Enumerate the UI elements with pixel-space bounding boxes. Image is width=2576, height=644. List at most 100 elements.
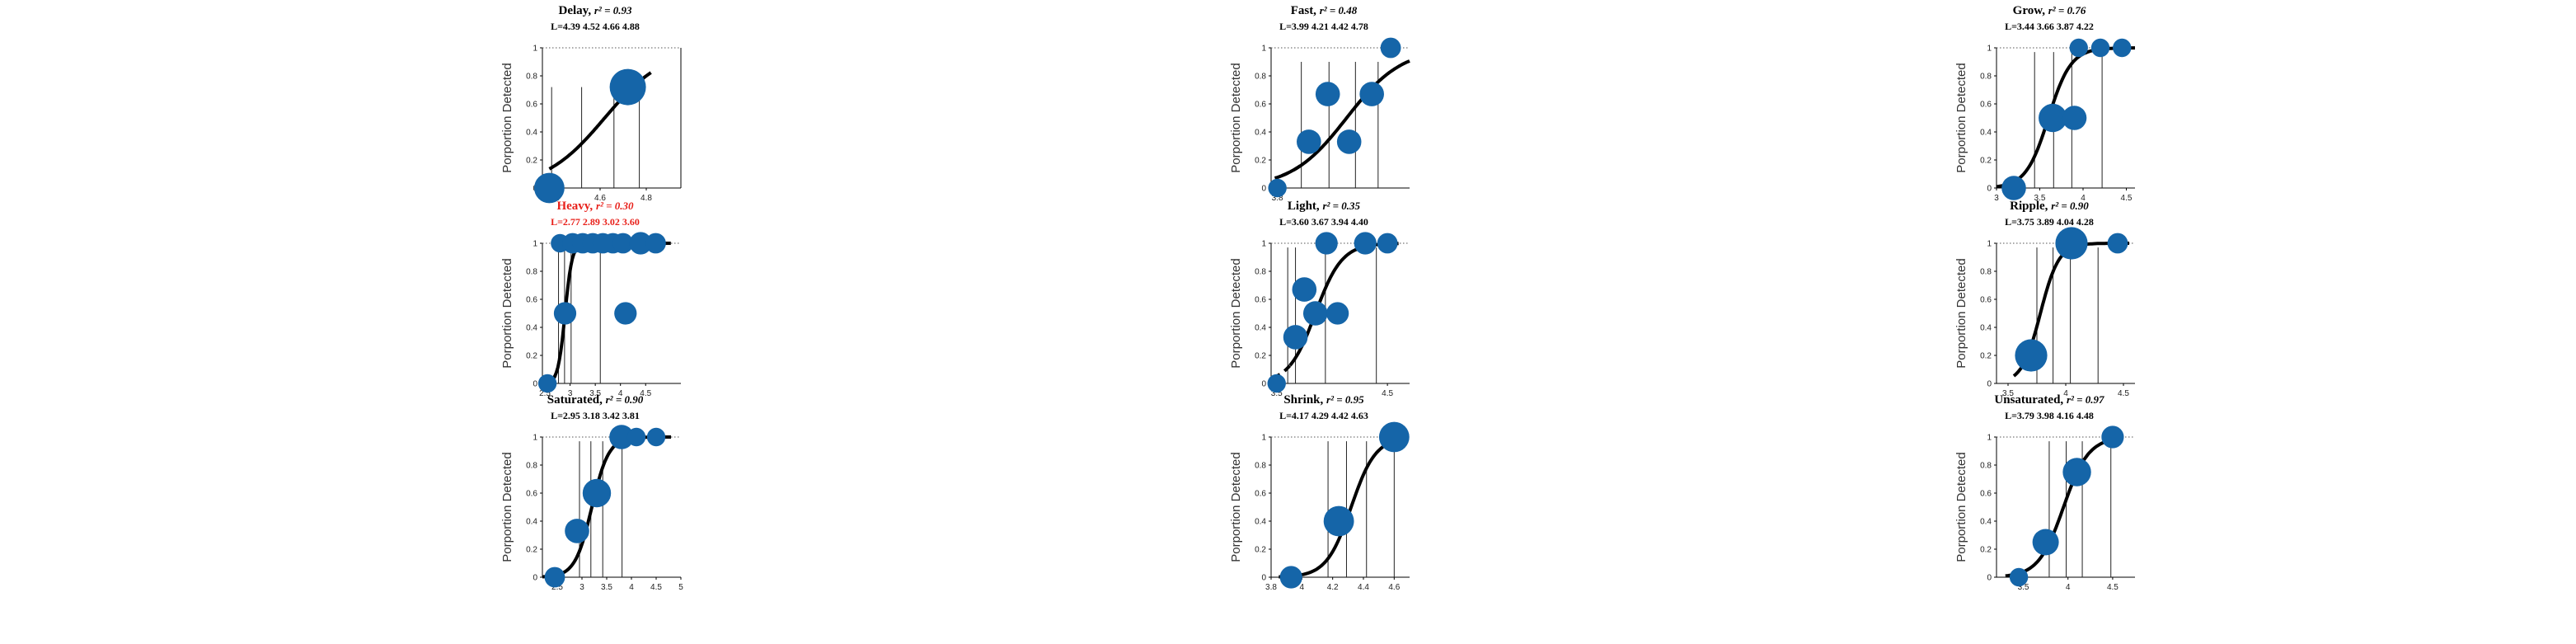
data-point — [2032, 529, 2059, 556]
y-axis-label: Porportion Detected — [500, 452, 514, 562]
x-tick-label: 4.5 — [2118, 389, 2129, 398]
data-point — [1336, 129, 1362, 154]
chart-title-name: Ripple, — [2010, 200, 2051, 213]
chart-panel: Light, r² = 0.35 L=3.60 3.67 3.94 4.40 Por… — [1229, 200, 1410, 398]
y-axis-label: Porportion Detected — [1229, 258, 1243, 368]
y-tick-label: 0.8 — [1255, 73, 1266, 82]
y-tick-label: 0.8 — [1255, 268, 1266, 277]
data-point — [2113, 38, 2132, 58]
y-tick-label: 0 — [1261, 380, 1266, 389]
data-point — [582, 478, 612, 508]
y-tick-label: 0.4 — [1255, 324, 1266, 333]
y-tick-label: 1 — [533, 240, 537, 249]
data-point — [614, 302, 637, 325]
data-point — [1326, 302, 1349, 325]
y-tick-label: 0.6 — [1255, 101, 1266, 110]
x-tick-label: 4.5 — [2121, 194, 2133, 203]
y-tick-label: 0.6 — [1255, 490, 1266, 499]
x-tick-label: 4 — [1300, 583, 1305, 592]
x-tick-label: 3.5 — [589, 389, 601, 398]
data-point — [1354, 232, 1377, 255]
x-tick-label: 3 — [579, 583, 584, 592]
chart-title-r2: r² = 0.95 — [1326, 393, 1364, 406]
x-tick-label: 3.5 — [2034, 194, 2046, 203]
x-tick-label: 3.8 — [1265, 583, 1277, 592]
chart-title: Fast, r² = 0.48 — [1291, 4, 1358, 17]
data-point — [645, 233, 666, 254]
y-tick-label: 0 — [533, 380, 537, 389]
chart-title: Unsaturated, r² = 0.97 — [1994, 393, 2104, 407]
chart-title-name: Fast, — [1291, 4, 1320, 17]
y-tick-label: 0 — [1987, 574, 1992, 583]
fit-curve — [2005, 436, 2122, 578]
chart-title-r2: r² = 0.48 — [1320, 4, 1358, 16]
data-point — [2107, 233, 2128, 254]
y-tick-label: 1 — [1987, 240, 1992, 249]
y-tick-label: 1 — [1987, 45, 1992, 54]
y-tick-label: 0.2 — [526, 352, 537, 361]
data-point — [2055, 227, 2088, 260]
threshold-values: L=2.95 3.18 3.42 3.81 — [551, 410, 640, 421]
x-tick-label: 4 — [618, 389, 623, 398]
y-tick-label: 0.8 — [1980, 268, 1992, 277]
chart-title: Grow, r² = 0.76 — [2013, 4, 2086, 17]
x-tick-label: 4 — [2063, 389, 2068, 398]
y-tick-label: 0.8 — [526, 73, 537, 82]
y-tick-label: 1 — [533, 434, 537, 443]
x-tick-label: 4.6 — [1388, 583, 1400, 592]
x-tick-label: 2.5 — [539, 389, 551, 398]
y-axis-label: Porportion Detected — [500, 63, 514, 172]
y-tick-label: 0 — [1261, 574, 1266, 583]
y-tick-label: 0.6 — [1255, 296, 1266, 305]
y-tick-label: 0.6 — [526, 490, 537, 499]
chart-title: Ripple, r² = 0.90 — [2010, 200, 2089, 213]
data-point — [1279, 566, 1302, 589]
y-tick-label: 0.6 — [526, 101, 537, 110]
x-tick-label: 4.6 — [594, 194, 606, 203]
y-tick-label: 0.8 — [1980, 73, 1992, 82]
data-point — [1302, 301, 1328, 326]
x-tick-label: 4 — [629, 583, 634, 592]
data-point — [1315, 232, 1338, 255]
y-tick-label: 0 — [1261, 185, 1266, 194]
chart-title-name: Light, — [1288, 200, 1323, 213]
chart-title-r2: r² = 0.76 — [2048, 4, 2086, 16]
data-point — [1283, 325, 1308, 350]
x-tick-label: 3.5 — [1271, 389, 1283, 398]
data-point — [629, 232, 652, 255]
y-axis-label: Porportion Detected — [1954, 452, 1968, 562]
data-point — [2101, 425, 2124, 449]
y-tick-label: 1 — [1987, 434, 1992, 443]
fit-curve-extrapolation — [1274, 164, 1302, 180]
chart-title: Saturated, r² = 0.90 — [547, 393, 644, 407]
y-axis-label: Porportion Detected — [1954, 258, 1968, 368]
x-tick-label: 3 — [1994, 194, 1999, 203]
chart-title-name: Shrink, — [1283, 393, 1326, 407]
x-tick-label: 4 — [2081, 194, 2086, 203]
chart-title-name: Saturated, — [547, 393, 606, 407]
y-tick-label: 0 — [1987, 185, 1992, 194]
data-point — [1292, 277, 1317, 302]
x-tick-label: 4.5 — [650, 583, 662, 592]
data-point — [609, 68, 646, 106]
y-tick-label: 0.6 — [1980, 490, 1992, 499]
chart-panel: Fast, r² = 0.48 L=3.99 4.21 4.42 4.78 Porp… — [1229, 4, 1410, 203]
data-point — [2062, 106, 2087, 130]
data-point — [1378, 421, 1410, 453]
y-tick-label: 1 — [1261, 240, 1266, 249]
y-axis-label: Porportion Detected — [1229, 63, 1243, 172]
x-tick-label: 4.2 — [1327, 583, 1339, 592]
data-point — [544, 566, 565, 588]
chart-title: Light, r² = 0.35 — [1288, 200, 1361, 213]
threshold-values: L=4.39 4.52 4.66 4.88 — [551, 21, 640, 32]
x-tick-label: 5 — [678, 583, 683, 592]
threshold-values: L=4.17 4.29 4.42 4.63 — [1279, 410, 1368, 421]
y-tick-label: 0.2 — [1255, 157, 1266, 166]
y-tick-label: 0.8 — [1980, 462, 1992, 471]
y-tick-label: 0.6 — [526, 296, 537, 305]
y-tick-label: 0.2 — [1980, 157, 1992, 166]
data-point — [646, 427, 666, 447]
y-tick-label: 0.6 — [1980, 101, 1992, 110]
y-tick-label: 0.2 — [526, 157, 537, 166]
